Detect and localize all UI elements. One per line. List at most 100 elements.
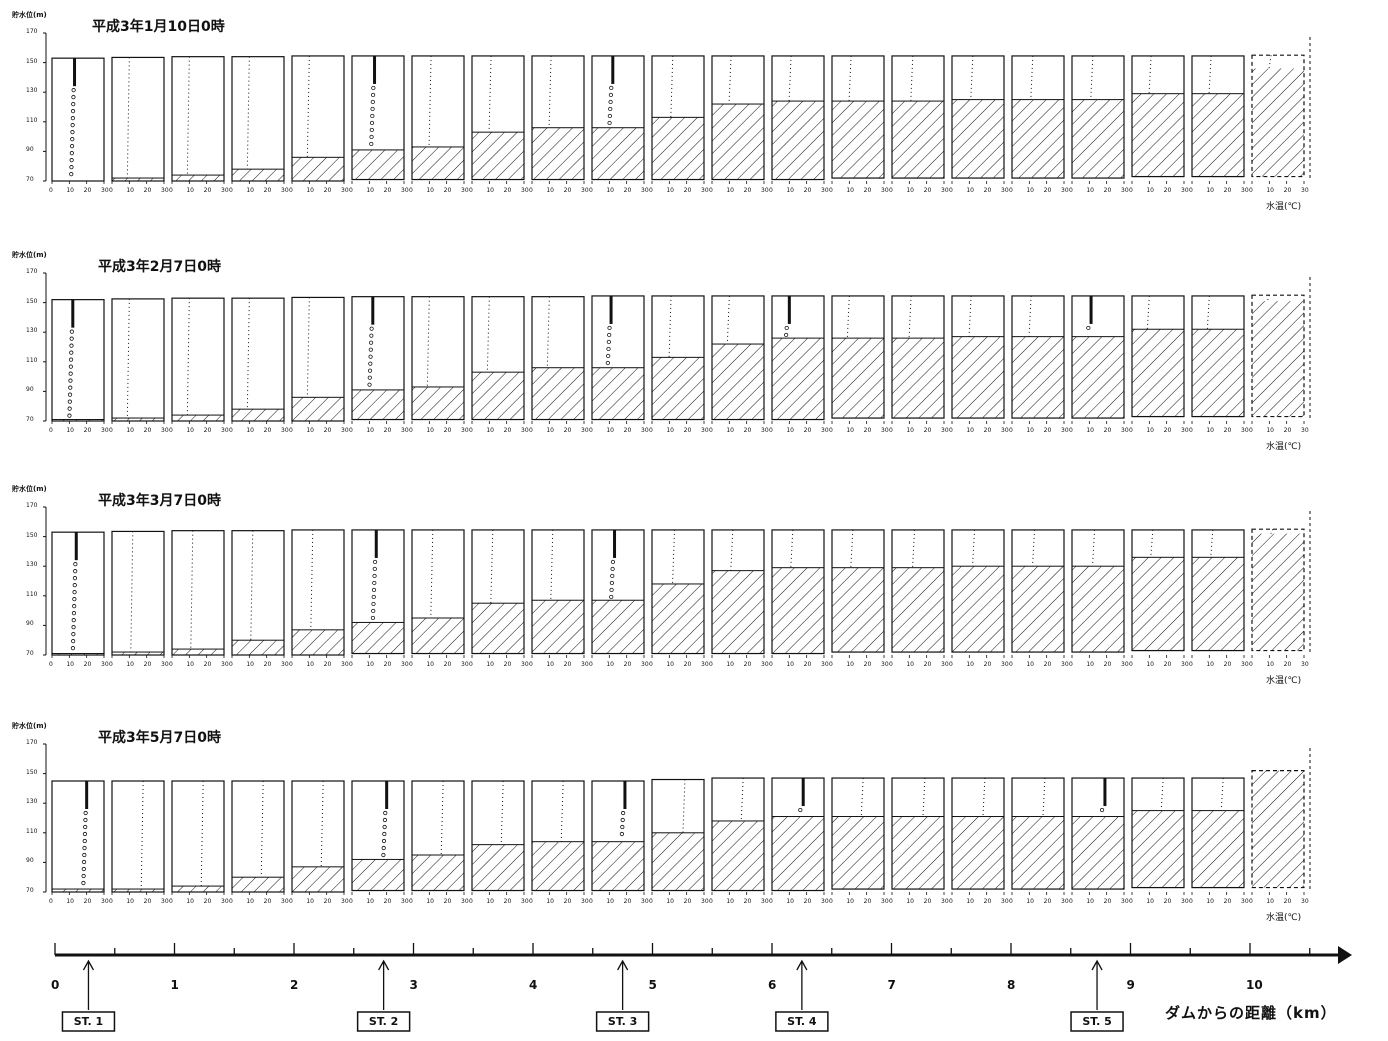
- x-tick-label: 10: [606, 898, 614, 905]
- simulated-temp-line: [1208, 55, 1212, 94]
- x-tick-label: 0: [1009, 187, 1013, 194]
- observed-temp-point: [73, 562, 78, 567]
- x-tick-label: 10: [1086, 661, 1094, 668]
- reservoir-profile-box: [1011, 295, 1065, 419]
- observed-temp-point: [71, 639, 76, 644]
- x-tick-label: 30: [401, 427, 409, 434]
- reservoir-profile-box: [891, 529, 945, 653]
- x-tick-label: 20: [143, 187, 152, 194]
- x-tick-label: 0: [829, 898, 833, 905]
- x-tick-label: 30: [941, 427, 949, 434]
- observed-temp-point: [382, 824, 387, 830]
- observed-temp-point: [610, 566, 615, 572]
- x-tick-label: 10: [306, 187, 314, 194]
- x-tick-label: 0: [1129, 898, 1133, 905]
- observed-temp-point: [72, 583, 77, 588]
- x-tick-label: 0: [109, 427, 113, 434]
- x-tick-label: 10: [246, 187, 254, 194]
- observed-temp-point: [371, 594, 376, 600]
- observed-temp-point: [68, 371, 73, 376]
- panel-title: 平成3年2月7日0時: [98, 259, 221, 275]
- x-tick-label: 10: [426, 427, 434, 434]
- x-tick-label: 30: [1241, 898, 1249, 905]
- y-tick-label: 150: [26, 531, 38, 539]
- x-tick-label: 20: [503, 661, 512, 668]
- observed-temp-point: [606, 353, 611, 359]
- x-tick-label: 30: [1181, 661, 1189, 668]
- sediment-block: [351, 149, 405, 181]
- observed-temp-point: [83, 824, 88, 830]
- x-tick-label: 30: [1301, 427, 1309, 434]
- x-tick-label: 0: [1249, 427, 1253, 434]
- observed-temp-point: [71, 95, 76, 100]
- sediment-block: [591, 367, 645, 421]
- x-tick-label: 10: [186, 661, 194, 668]
- station-label: ST. 5: [1082, 1015, 1112, 1028]
- x-tick-label: 0: [709, 661, 713, 668]
- x-tick-label: 30: [161, 187, 169, 194]
- reservoir-profile-box: [771, 777, 825, 892]
- x-tick-label: 0: [289, 898, 293, 905]
- simulated-temp-line: [548, 55, 552, 128]
- x-tick-label: 20: [323, 187, 332, 194]
- x-tick-label: 10: [306, 898, 314, 905]
- observed-temp-point: [368, 361, 373, 366]
- simulated-temp-line: [306, 55, 310, 158]
- sediment-block: [771, 567, 825, 655]
- simulated-temp-line: [1270, 528, 1274, 534]
- sediment-block: [351, 389, 405, 421]
- x-tick-label: 30: [341, 187, 349, 194]
- simulated-temp-line: [910, 55, 914, 102]
- simulated-temp-line: [200, 780, 204, 887]
- x-tick-label: 20: [263, 661, 272, 668]
- sediment-block: [1252, 533, 1304, 651]
- x-tick-label: 30: [461, 427, 469, 434]
- y-tick-label: 110: [26, 827, 38, 835]
- simulated-temp-line: [126, 298, 130, 419]
- sediment-block: [951, 336, 1005, 419]
- sediment-block: [1131, 810, 1185, 889]
- sediment-block: [891, 567, 945, 653]
- sediment-block: [951, 565, 1005, 653]
- x-tick-label: 30: [821, 661, 829, 668]
- reservoir-profile-box: [891, 295, 945, 419]
- reservoir-profile-box: [711, 295, 765, 421]
- sediment-block: [471, 844, 525, 892]
- profile-panel: [43, 743, 1311, 895]
- x-tick-label: 30: [701, 898, 709, 905]
- simulated-temp-line: [140, 780, 144, 890]
- x-tick-label: 10: [366, 187, 374, 194]
- x-tick-label: 30: [1001, 661, 1009, 668]
- x-tick-label: 10: [1146, 427, 1154, 434]
- observed-temp-point: [68, 385, 73, 390]
- x-tick-label: 10: [366, 898, 374, 905]
- x-tick-label: 10: [546, 187, 554, 194]
- reservoir-profile-box: [351, 780, 405, 892]
- x-tick-label: 30: [1061, 661, 1069, 668]
- x-tick-label: 10: [906, 187, 914, 194]
- x-tick-label: 10: [426, 898, 434, 905]
- x-tick-label: 10: [486, 661, 494, 668]
- x-tick-label: 10: [906, 427, 914, 434]
- distance-tick-label: 7: [887, 978, 896, 992]
- reservoir-profile-box: [771, 529, 825, 655]
- x-tick-label: 0: [289, 661, 293, 668]
- reservoir-profile-box: [651, 778, 705, 892]
- sediment-block: [411, 617, 465, 655]
- observed-temp-point: [381, 852, 386, 858]
- x-tick-label: 10: [1086, 427, 1094, 434]
- observed-temp-point: [69, 336, 74, 341]
- x-tick-label: 30: [461, 187, 469, 194]
- x-tick-label: 30: [701, 661, 709, 668]
- sediment-block: [891, 100, 945, 179]
- sediment-block: [831, 567, 885, 653]
- x-tick-label: 20: [803, 427, 812, 434]
- x-tick-label: 20: [863, 427, 872, 434]
- x-tick-label: 20: [1223, 661, 1232, 668]
- reservoir-profile-box: [291, 296, 345, 422]
- reservoir-profile-box: [231, 530, 285, 656]
- x-tick-label: 20: [1163, 427, 1172, 434]
- sediment-block: [1011, 336, 1065, 419]
- x-tick-label: 0: [169, 427, 173, 434]
- observed-temp-point: [1086, 325, 1091, 331]
